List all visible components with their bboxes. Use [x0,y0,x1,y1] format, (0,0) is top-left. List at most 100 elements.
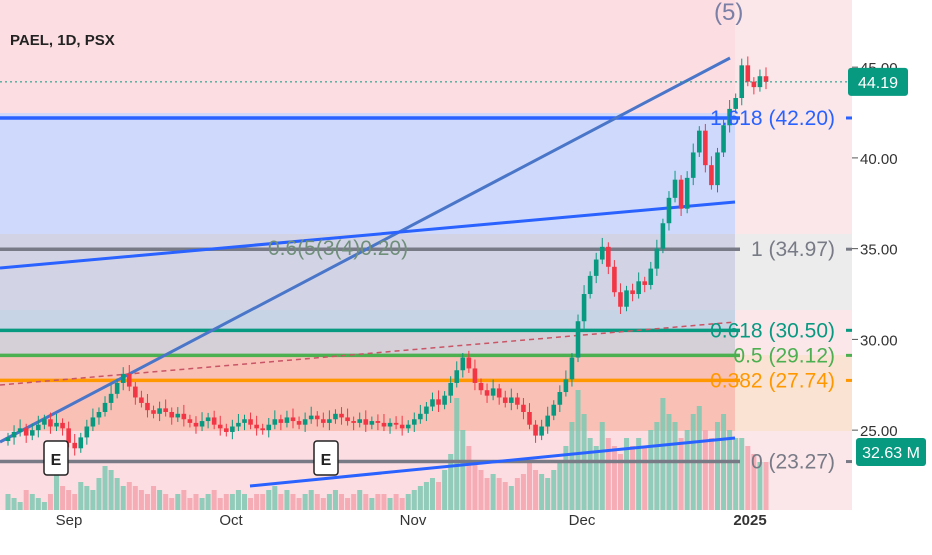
symbol-title[interactable]: PAEL, 1D, PSX [10,32,115,49]
fib-level-label: 0.382 (27.74) [710,369,835,392]
volume-bar [187,498,193,510]
volume-bar [575,390,581,510]
volume-bar [363,494,369,510]
candle-body [515,397,520,405]
y-tick-label: 35.00 [860,242,898,259]
volume-bar [339,494,345,510]
volume-bar [527,462,533,510]
candle-body [727,108,732,126]
candle-body [375,421,381,423]
volume-bar [587,438,593,510]
candle-body [339,413,344,418]
candle-body [684,177,690,209]
volume-bar [357,490,363,510]
volume-bar [272,486,278,510]
volume-bar [654,422,660,510]
candle-body [151,410,156,414]
earnings-marker[interactable]: E [313,440,339,476]
candle-body [454,370,460,383]
volume-bar [569,422,575,510]
candle-body [539,426,544,436]
candle-body [569,357,575,380]
volume-badge[interactable]: 32.63 M [856,438,926,466]
candle-body [108,393,114,403]
earnings-marker[interactable]: E [43,440,69,476]
trendline-dashed[interactable] [0,321,736,386]
candle-body [23,428,29,436]
candle-body [278,419,284,423]
candle-body [660,223,666,249]
candle-body [254,424,259,429]
x-tick-label: 2025 [733,512,766,529]
volume-bar [108,470,114,510]
candle-body [60,422,65,429]
volume-bar [417,486,423,510]
fib-zone-orange-right [735,355,852,431]
volume-bar [399,498,405,510]
volume-bar [11,498,17,510]
fib-zone-gray-right [735,234,852,310]
volume-bar [630,446,636,510]
last-price-badge[interactable]: 44.19 [848,67,908,96]
volume-bar [163,494,169,510]
candle-body [163,408,168,412]
candle-body [260,428,265,431]
volume-bar [411,490,417,510]
candle-body [84,426,90,438]
candle-body [17,428,23,432]
candle-body [211,417,217,425]
volume-bar [199,498,205,510]
volume-bar [47,494,53,510]
volume-bar [320,498,326,510]
candle-body [399,424,405,429]
volume-bar [617,454,623,510]
candle-body [290,417,296,422]
volume-bar [393,494,399,510]
candle-body [448,382,453,396]
candle-body [139,397,144,403]
trendline-upper-channel[interactable] [0,200,736,270]
fib-zone-blue [0,113,735,234]
volume-bar [472,462,478,510]
last-price-text: 44.19 [858,75,898,92]
fib-zone-teal [0,310,735,330]
candle-body [581,294,587,322]
fib-labels: 1.618 (42.20) 1 (34.97) 0.618 (30.50)0.5 (… [710,107,835,474]
volume-bar [369,498,375,510]
candle-body [351,421,356,423]
volume-bar [23,490,29,510]
volume-bar [405,494,411,510]
volume-bar [144,494,150,510]
candle-body [205,417,211,422]
x-tick-label: Oct [219,512,243,529]
volume-bar [551,470,557,510]
volume-bar [138,490,144,510]
volume-bar [169,498,175,510]
candle-body [387,422,393,427]
candle-body [175,413,181,418]
volume-bar [278,494,284,510]
fib-level-label: 0.5 (29.12) [733,344,835,367]
volume-bar [436,482,442,510]
x-tick-label: Sep [56,512,83,529]
candle-body [411,419,417,425]
trendline-lower-channel[interactable] [249,436,736,488]
candle-body [472,368,478,383]
volume-bar [599,422,605,510]
volume-bar [660,398,666,510]
candle-body [418,413,423,420]
volume-bar [545,478,551,510]
candle-body [642,281,648,285]
volume-bar [314,494,320,510]
x-tick-label: Nov [400,512,427,529]
candle-body [460,357,466,371]
time-axis[interactable] [0,510,932,550]
candle-body [442,395,447,405]
candle-body [690,152,696,178]
volume-bar [66,490,72,510]
candle-body [102,402,108,412]
volume-bar [296,498,302,510]
candle-body [709,165,714,186]
